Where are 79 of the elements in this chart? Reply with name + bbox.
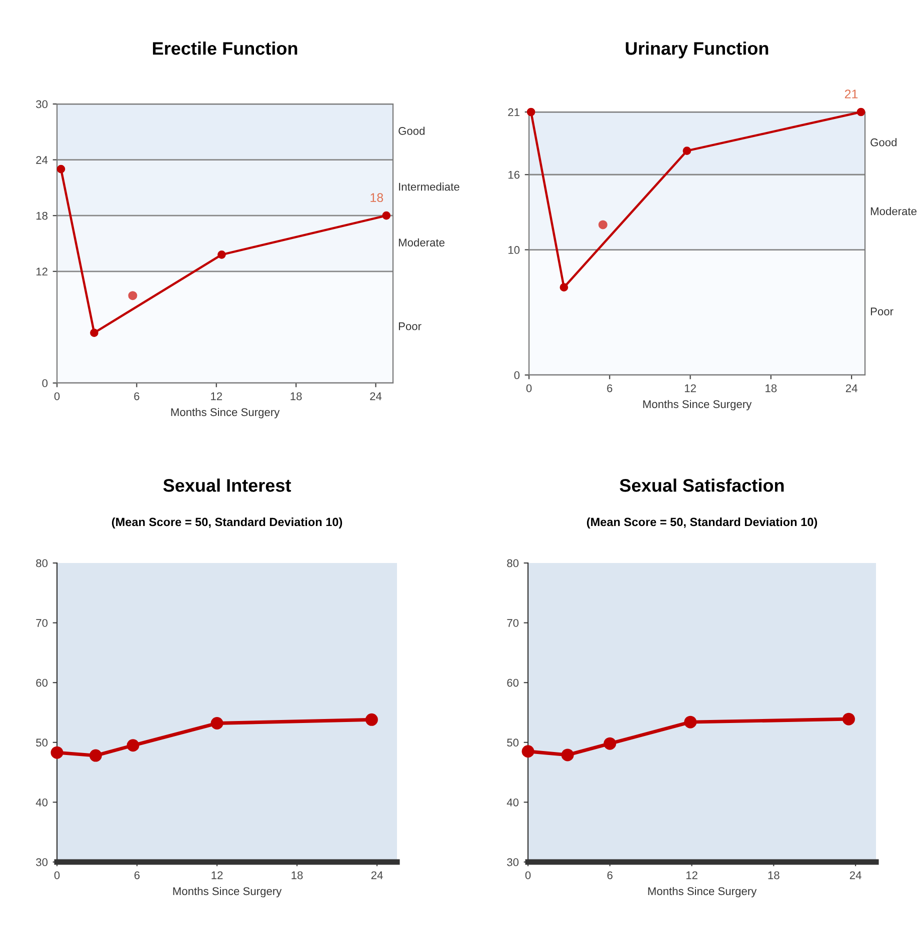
point (210, 717, 224, 730)
y-tick-label: 24 (36, 156, 48, 164)
x-tick-label: 18 (290, 392, 302, 400)
point (604, 737, 616, 750)
y-tick-label: 30 (36, 100, 48, 108)
point (682, 146, 692, 155)
y-tick-label: 50 (36, 738, 48, 747)
point (684, 716, 697, 728)
band-label: Moderate (870, 207, 916, 216)
y-tick-label: 10 (508, 246, 520, 254)
point (365, 713, 378, 726)
x-tick-label: 18 (292, 871, 303, 880)
band-label: Poor (870, 308, 894, 316)
x-axis-title: Months Since Surgery (173, 886, 282, 898)
x-tick-label: 0 (526, 384, 532, 392)
band-label: Poor (398, 322, 422, 330)
x-tick-label: 12 (684, 384, 696, 392)
x-tick-label: 12 (212, 871, 223, 880)
point (218, 250, 226, 259)
x-tick-label: 0 (54, 871, 60, 880)
point (561, 748, 574, 762)
point (89, 749, 102, 762)
band-label: Good (398, 126, 425, 135)
point (598, 220, 608, 230)
y-tick-label: 40 (506, 798, 519, 806)
x-tick-label: 24 (371, 871, 383, 880)
point (856, 108, 866, 116)
band-label: Good (870, 138, 897, 146)
point (526, 108, 536, 116)
point (128, 291, 138, 300)
x-axis-title: Months Since Surgery (643, 400, 752, 410)
point (56, 164, 66, 174)
chart-title: Sexual Satisfaction (620, 478, 784, 492)
chart-subtitle: (Mean Score = 50, Standard Deviation 10) (586, 517, 818, 529)
point (522, 745, 534, 758)
x-axis-title: Months Since Surgery (171, 408, 280, 418)
y-tick-label: 70 (507, 619, 519, 627)
y-tick-label: 0 (514, 371, 520, 380)
y-tick-label: 30 (507, 858, 519, 866)
x-tick-label: 24 (370, 392, 382, 400)
chart-subtitle: (Mean Score = 50, Standard Deviation 10) (112, 517, 342, 529)
y-tick-label: 50 (507, 738, 519, 747)
y-tick-label: 60 (36, 678, 48, 687)
point (126, 739, 140, 752)
y-tick-label: 60 (507, 678, 519, 687)
y-tick-label: 16 (508, 170, 520, 179)
band-label: Intermediate (399, 182, 460, 191)
x-tick-label: 6 (134, 871, 140, 880)
chart-title: Urinary Function (626, 42, 768, 58)
x-tick-label: 12 (211, 392, 222, 400)
point (382, 211, 391, 220)
x-axis-title: Months Since Surgery (648, 886, 757, 898)
y-tick-label: 18 (36, 212, 48, 220)
y-tick-label: 40 (36, 798, 48, 806)
x-tick-label: 18 (766, 384, 777, 392)
band-label: Moderate (398, 238, 444, 246)
x-tick-label: 18 (768, 871, 780, 880)
x-tick-label: 24 (846, 384, 858, 392)
x-tick-label: 0 (525, 871, 531, 880)
y-tick-label: 30 (36, 858, 48, 866)
point (842, 712, 855, 726)
x-tick-label: 0 (54, 392, 60, 400)
y-tick-label: 21 (508, 108, 520, 116)
chart-title: Sexual Interest (163, 478, 292, 492)
point (90, 328, 98, 337)
x-tick-label: 6 (134, 392, 140, 400)
data-label: 21 (844, 90, 858, 98)
chart-title: Erectile Function (152, 42, 298, 55)
point (560, 283, 568, 292)
x-tick-label: 6 (607, 871, 612, 880)
x-tick-label: 12 (686, 871, 698, 880)
y-tick-label: 80 (36, 559, 48, 568)
x-tick-label: 6 (607, 384, 612, 392)
y-tick-label: 80 (507, 559, 519, 568)
point (50, 746, 64, 759)
data-label: 18 (370, 193, 384, 202)
y-tick-label: 70 (36, 619, 48, 627)
x-tick-label: 24 (850, 871, 862, 880)
y-tick-label: 12 (36, 268, 48, 276)
